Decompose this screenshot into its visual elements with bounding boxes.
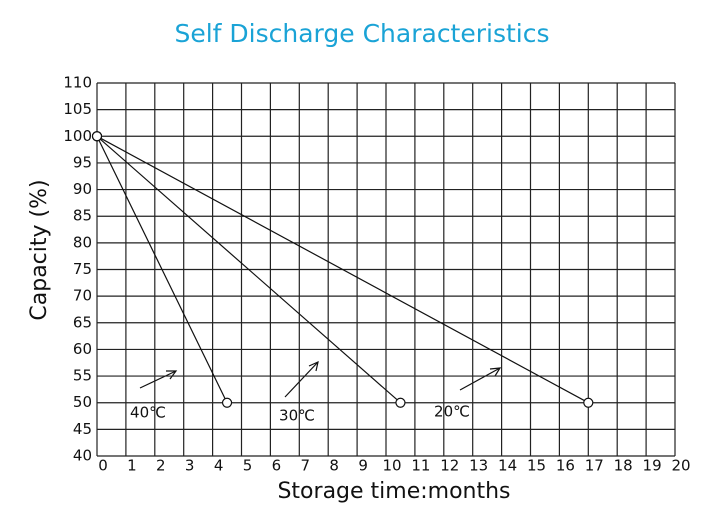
series-line xyxy=(96,136,228,403)
y-tick-label: 50 xyxy=(73,393,92,411)
y-tick-label: 75 xyxy=(73,260,92,278)
point-marker xyxy=(395,397,406,408)
x-tick-label: 12 xyxy=(440,457,459,475)
y-tick-label: 100 xyxy=(63,127,92,145)
x-tick-label: 0 xyxy=(98,457,108,475)
x-tick-label: 3 xyxy=(185,457,195,475)
point-marker xyxy=(221,397,233,408)
x-tick-label: 13 xyxy=(469,457,488,475)
series-label: 20℃ xyxy=(434,403,470,421)
y-tick-label: 85 xyxy=(73,207,92,225)
y-tick-label: 60 xyxy=(73,340,92,358)
y-tick-label: 40 xyxy=(73,447,92,465)
arrow xyxy=(139,370,177,389)
x-tick-label: 16 xyxy=(556,457,575,475)
arrow-head xyxy=(308,360,319,372)
x-tick-label: 2 xyxy=(156,457,166,475)
chart-title: Self Discharge Characteristics xyxy=(174,19,549,48)
x-axis-label: Storage time:months xyxy=(277,479,510,504)
y-axis-label: Capacity (%) xyxy=(27,179,52,320)
point-marker xyxy=(583,397,594,408)
x-tick-label: 7 xyxy=(301,457,311,475)
x-tick-label: 4 xyxy=(214,457,224,475)
series-line xyxy=(96,135,589,404)
point-marker xyxy=(91,131,103,142)
x-tick-label: 11 xyxy=(411,457,430,475)
x-tick-label: 6 xyxy=(272,457,282,475)
y-tick-label: 80 xyxy=(73,233,92,251)
x-tick-label: 17 xyxy=(585,457,604,475)
x-tick-label: 20 xyxy=(671,457,690,475)
x-tick-label: 1 xyxy=(127,457,137,475)
x-tick-label: 10 xyxy=(382,457,401,475)
arrow xyxy=(284,361,319,398)
y-tick-label: 45 xyxy=(73,420,92,438)
y-tick-label: 70 xyxy=(73,287,92,305)
x-tick-label: 9 xyxy=(358,457,368,475)
x-tick-label: 15 xyxy=(527,457,546,475)
arrow xyxy=(459,367,501,391)
series-line xyxy=(96,135,401,404)
series-label: 40℃ xyxy=(130,404,166,422)
y-tick-label: 105 xyxy=(63,100,92,118)
annotation-arrows xyxy=(139,360,502,398)
y-tick-label: 55 xyxy=(73,367,92,385)
y-tick-label: 65 xyxy=(73,313,92,331)
y-tick-label: 110 xyxy=(63,74,92,92)
series-label: 30℃ xyxy=(279,407,315,425)
x-tick-label: 5 xyxy=(243,457,253,475)
x-tick-label: 8 xyxy=(329,457,339,475)
x-tick-label: 18 xyxy=(614,457,633,475)
y-tick-label: 90 xyxy=(73,180,92,198)
y-tick-label: 95 xyxy=(73,153,92,171)
arrow-head xyxy=(489,367,502,377)
x-tick-label: 14 xyxy=(498,457,517,475)
x-tick-label: 19 xyxy=(643,457,662,475)
